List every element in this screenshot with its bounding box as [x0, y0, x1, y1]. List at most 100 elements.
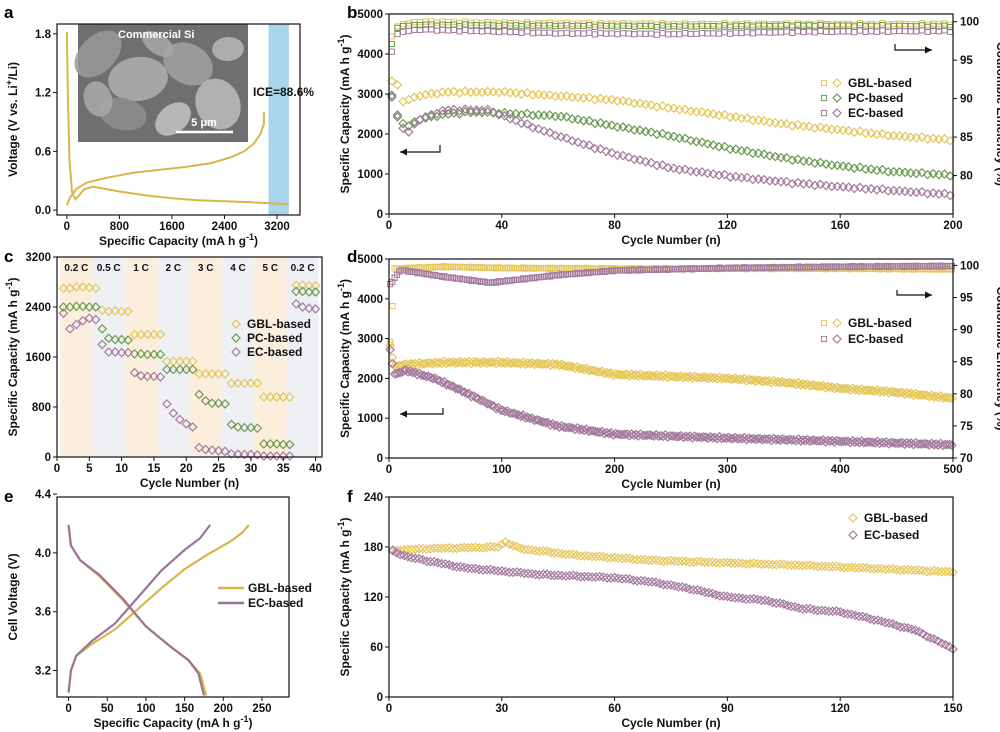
y-tick-label-b: 2000 [357, 129, 383, 141]
rate-label: 0.5 C [97, 263, 121, 274]
capacity-marker [753, 148, 764, 159]
capacity-marker [748, 593, 759, 604]
capacity-marker [561, 91, 572, 101]
capacity-marker [617, 370, 628, 380]
capacity-marker [703, 587, 714, 598]
rate-marker [304, 303, 314, 314]
capacity-marker [888, 130, 899, 141]
rate-marker [258, 392, 269, 402]
ce-marker [710, 20, 717, 28]
capacity-marker [655, 430, 666, 441]
x-tick-label-b: 40 [495, 220, 508, 232]
capacity-marker [583, 551, 594, 561]
legend-b-square-2 [820, 109, 828, 117]
capacity-marker [914, 565, 925, 575]
capacity-marker [385, 344, 395, 355]
capacity-marker [903, 564, 913, 575]
capacity-marker [540, 417, 551, 428]
capacity-marker [668, 163, 679, 174]
capacity-marker [640, 156, 651, 167]
capacity-marker [505, 113, 516, 124]
sem-particle [155, 102, 191, 136]
capacity-marker [880, 564, 891, 575]
ce-marker [744, 22, 751, 29]
capacity-marker [549, 570, 560, 581]
capacity-marker [409, 119, 420, 129]
ice-band [268, 24, 289, 215]
ce-marker [603, 30, 610, 37]
capacity-marker [684, 557, 695, 568]
capacity-marker [939, 188, 950, 199]
capacity-marker [797, 560, 808, 571]
capacity-marker [775, 559, 785, 569]
rate-marker [265, 451, 276, 461]
x-tick-label-c: 30 [245, 463, 258, 475]
y-tick-label-c: 3200 [25, 252, 51, 264]
legend-b-label-0: GBL-based [848, 76, 912, 90]
ce-marker [400, 22, 407, 30]
capacity-marker [572, 571, 582, 581]
ce-marker [670, 30, 677, 37]
capacity-marker [628, 575, 639, 586]
capacity-marker [815, 122, 826, 133]
rate-marker [181, 364, 192, 375]
y-axis-label-c: Specific Capacity (mA h g-1) [4, 278, 20, 437]
legend-c-label-1: PC-based [247, 331, 302, 345]
sem-particle [108, 56, 168, 102]
x-tick-label-d: 0 [386, 464, 392, 476]
ce-marker [450, 26, 457, 34]
rate-marker [71, 282, 82, 292]
capacity-marker [782, 560, 793, 570]
capacity-marker [485, 541, 496, 552]
capacity-marker [668, 131, 679, 142]
capacity-marker [584, 115, 595, 126]
rate-marker [226, 419, 237, 430]
ce-marker [467, 27, 474, 35]
ce-marker [901, 20, 909, 28]
capacity-marker [869, 615, 879, 625]
capacity-marker [838, 125, 848, 136]
capacity-marker [587, 572, 597, 582]
capacity-marker [933, 566, 943, 576]
ce-marker [445, 27, 452, 34]
capacity-marker [872, 563, 883, 574]
capacity-marker [436, 543, 447, 554]
x-tick-label-b: 200 [943, 220, 962, 232]
rate-marker [58, 308, 69, 319]
capacity-marker [658, 579, 669, 590]
capacity-marker [662, 556, 673, 566]
curve-EC-based-discharge [67, 524, 205, 696]
capacity-marker [859, 385, 869, 396]
rate-marker [252, 449, 263, 460]
capacity-marker [804, 436, 815, 447]
rate-marker [65, 324, 75, 334]
capacity-marker [583, 365, 594, 376]
capacity-marker [771, 598, 782, 608]
y-tick-label-e: 3.2 [35, 666, 51, 678]
x-tick-label-a: 2400 [212, 221, 238, 233]
ce-marker [400, 28, 407, 35]
capacity-marker [701, 432, 711, 443]
ce-marker [394, 23, 401, 30]
ce-marker [388, 48, 395, 55]
capacity-marker [420, 113, 431, 123]
ce-marker [794, 28, 801, 35]
capacity-marker [463, 542, 473, 553]
capacity-marker [617, 553, 627, 564]
capacity-marker [519, 544, 530, 555]
capacity-marker [718, 557, 729, 568]
capacity-marker [451, 562, 462, 572]
capacity-marker [702, 168, 713, 179]
capacity-marker [838, 161, 848, 172]
capacity-marker [414, 543, 424, 554]
capacity-marker [398, 123, 408, 134]
ce-marker [676, 31, 683, 38]
capacity-marker [857, 562, 868, 573]
capacity-marker [457, 386, 468, 397]
capacity-marker [789, 378, 799, 389]
rate-marker [149, 329, 159, 340]
capacity-marker [387, 358, 398, 369]
capacity-marker [839, 608, 849, 619]
capacity-marker [829, 383, 840, 394]
capacity-marker [696, 432, 707, 443]
